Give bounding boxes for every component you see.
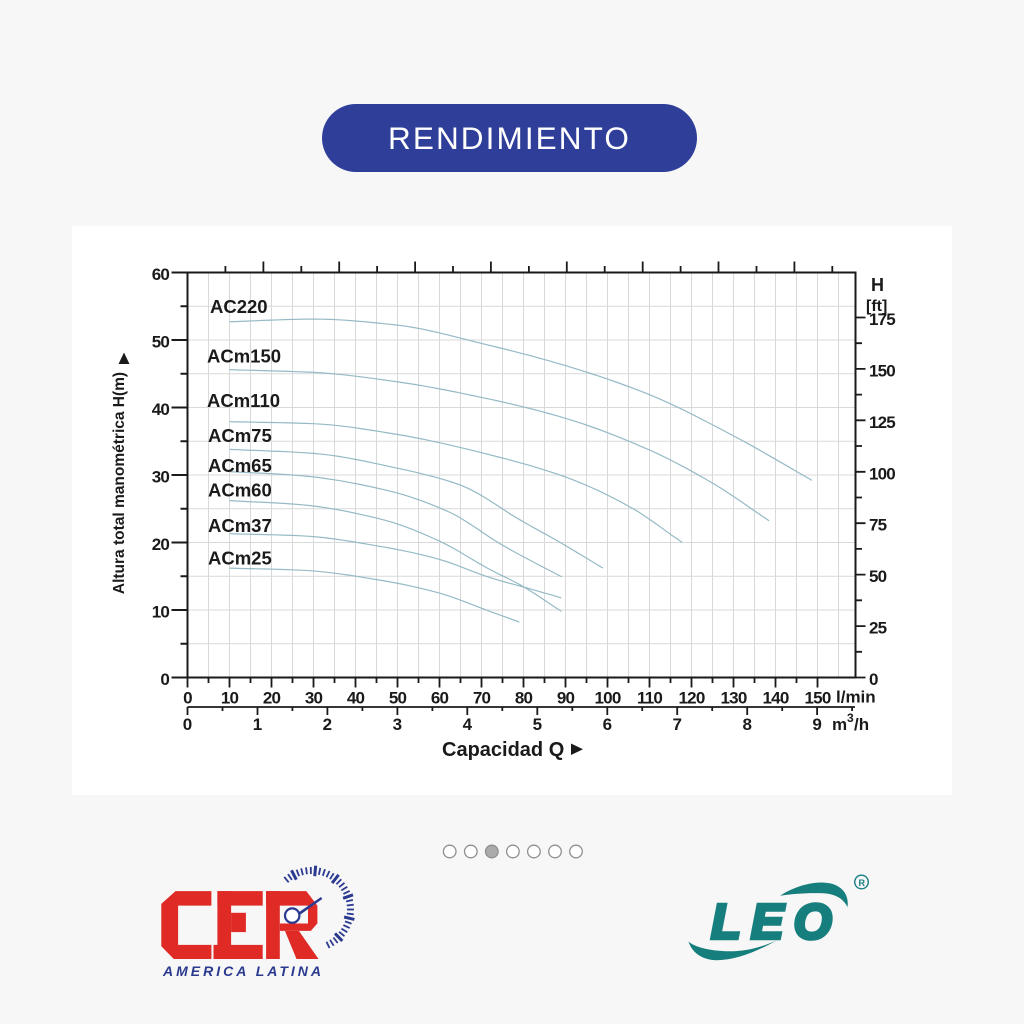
svg-text:6: 6 bbox=[603, 715, 612, 734]
svg-text:10: 10 bbox=[152, 603, 170, 622]
svg-text:40: 40 bbox=[152, 400, 170, 419]
svg-text:Capacidad Q: Capacidad Q bbox=[442, 739, 564, 761]
svg-text:50: 50 bbox=[869, 567, 887, 586]
svg-text:60: 60 bbox=[431, 689, 449, 708]
svg-text:ACm110: ACm110 bbox=[207, 390, 280, 411]
svg-text:140: 140 bbox=[763, 689, 789, 708]
svg-text:70: 70 bbox=[473, 689, 491, 708]
svg-text:40: 40 bbox=[347, 689, 365, 708]
svg-text:AMERICA LATINA: AMERICA LATINA bbox=[162, 963, 324, 979]
svg-text:125: 125 bbox=[869, 413, 895, 432]
svg-text:ACm75: ACm75 bbox=[208, 425, 272, 446]
svg-text:120: 120 bbox=[679, 689, 705, 708]
svg-text:0: 0 bbox=[160, 670, 169, 689]
svg-text:25: 25 bbox=[869, 619, 887, 638]
svg-text:0: 0 bbox=[183, 689, 192, 708]
svg-text:Altura total manométrica H(m): Altura total manométrica H(m) bbox=[111, 372, 128, 594]
svg-text:150: 150 bbox=[869, 361, 895, 380]
svg-text:LEO: LEO bbox=[711, 896, 842, 950]
svg-text:R: R bbox=[859, 878, 866, 888]
svg-text:ACm37: ACm37 bbox=[208, 515, 272, 536]
svg-text:3: 3 bbox=[393, 715, 402, 734]
svg-text:ACm150: ACm150 bbox=[207, 346, 281, 367]
svg-text:3: 3 bbox=[847, 711, 854, 725]
svg-text:175: 175 bbox=[869, 310, 895, 329]
svg-text:4: 4 bbox=[463, 715, 473, 734]
svg-text:ACm65: ACm65 bbox=[208, 455, 272, 476]
svg-text:ACm60: ACm60 bbox=[208, 480, 272, 501]
svg-text:1: 1 bbox=[253, 715, 262, 734]
svg-text:2: 2 bbox=[323, 715, 332, 734]
svg-text:m: m bbox=[832, 715, 847, 734]
svg-text:[ft]: [ft] bbox=[866, 298, 887, 315]
svg-text:30: 30 bbox=[305, 689, 323, 708]
svg-text:50: 50 bbox=[389, 689, 407, 708]
svg-text:9: 9 bbox=[812, 715, 821, 734]
svg-text:60: 60 bbox=[152, 265, 170, 284]
svg-text:/h: /h bbox=[854, 715, 869, 734]
svg-text:130: 130 bbox=[721, 689, 747, 708]
svg-text:0: 0 bbox=[869, 670, 878, 689]
svg-text:5: 5 bbox=[533, 715, 542, 734]
svg-text:l/min: l/min bbox=[836, 688, 876, 707]
svg-text:20: 20 bbox=[263, 689, 281, 708]
svg-text:20: 20 bbox=[152, 535, 170, 554]
svg-text:100: 100 bbox=[869, 464, 895, 483]
svg-text:110: 110 bbox=[637, 689, 662, 708]
svg-text:90: 90 bbox=[557, 689, 575, 708]
svg-text:30: 30 bbox=[152, 468, 170, 487]
svg-text:75: 75 bbox=[869, 516, 887, 535]
svg-text:10: 10 bbox=[221, 689, 239, 708]
svg-text:150: 150 bbox=[805, 689, 831, 708]
svg-text:H: H bbox=[871, 275, 884, 295]
svg-text:8: 8 bbox=[742, 715, 751, 734]
svg-text:ACm25: ACm25 bbox=[208, 548, 272, 569]
svg-text:100: 100 bbox=[595, 689, 621, 708]
svg-text:50: 50 bbox=[152, 333, 170, 352]
svg-text:80: 80 bbox=[515, 689, 533, 708]
svg-text:AC220: AC220 bbox=[210, 296, 268, 317]
svg-text:0: 0 bbox=[183, 715, 192, 734]
svg-text:7: 7 bbox=[672, 715, 681, 734]
